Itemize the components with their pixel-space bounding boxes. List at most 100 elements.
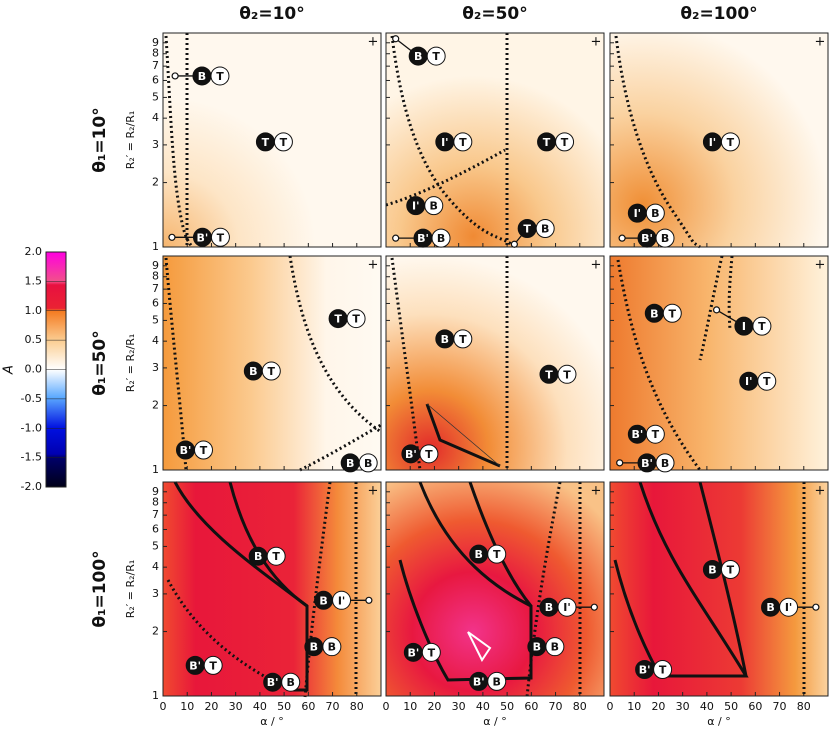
state-right-badge bbox=[281, 672, 301, 692]
state-right-badge bbox=[424, 196, 444, 216]
colorbar-tick-label: 0.5 bbox=[25, 333, 43, 346]
state-left: B' bbox=[639, 663, 651, 676]
x-tick-label: 40 bbox=[476, 700, 490, 713]
y-tick-label: 9 bbox=[152, 36, 159, 49]
state-label: B I' bbox=[539, 597, 577, 617]
state-label: B' B bbox=[413, 228, 451, 248]
colorbar-label: A bbox=[2, 365, 17, 375]
column-title: θ₂=100° bbox=[680, 4, 757, 24]
panel-frame bbox=[385, 255, 605, 471]
y-tick-label: 1 bbox=[152, 689, 159, 702]
corner-mark: + bbox=[591, 35, 602, 50]
state-right: T bbox=[763, 375, 771, 388]
x-tick-label: 40 bbox=[700, 700, 714, 713]
colorbar-tick-label: 1.5 bbox=[25, 274, 43, 287]
state-label: B' B bbox=[637, 453, 675, 473]
colorbar-tick-label: -0.5 bbox=[21, 392, 42, 405]
state-left: B bbox=[475, 548, 483, 561]
state-right-badge bbox=[720, 560, 740, 580]
y-axis-label: R₂′ = R₂/R₁ bbox=[124, 560, 137, 619]
state-right: B bbox=[661, 232, 669, 245]
state-left: T bbox=[543, 136, 551, 149]
state-right: T bbox=[200, 444, 208, 457]
state-right-badge bbox=[431, 228, 451, 248]
corner-mark: + bbox=[368, 35, 379, 50]
pointer-marker bbox=[392, 35, 400, 43]
pointer-marker bbox=[590, 603, 598, 611]
state-right-badge bbox=[346, 309, 366, 329]
state-left: B' bbox=[631, 428, 643, 441]
state-right: B bbox=[437, 232, 445, 245]
state-right-badge bbox=[193, 440, 213, 460]
state-left: B bbox=[319, 594, 327, 607]
x-tick-label: 50 bbox=[277, 700, 291, 713]
y-axis-label: R₂′ = R₂/R₁ bbox=[124, 111, 137, 170]
state-left: B' bbox=[473, 675, 485, 688]
state-right: T bbox=[217, 231, 225, 244]
state-right-badge bbox=[453, 132, 473, 152]
pointer-marker bbox=[392, 234, 400, 242]
state-right-badge bbox=[752, 316, 772, 336]
y-tick-label: 7 bbox=[152, 282, 159, 295]
state-right: T bbox=[216, 70, 224, 83]
state-right: T bbox=[727, 564, 735, 577]
state-left: B' bbox=[417, 232, 429, 245]
x-tick-label: 40 bbox=[253, 700, 267, 713]
state-right: B bbox=[541, 223, 549, 236]
pointer-marker bbox=[618, 234, 626, 242]
state-left: I' bbox=[441, 136, 448, 149]
y-tick-label: 7 bbox=[152, 59, 159, 72]
colorbar-tick-label: 2.0 bbox=[25, 245, 43, 258]
state-right: B bbox=[430, 200, 438, 213]
corner-mark: + bbox=[815, 258, 826, 273]
state-label: B' B bbox=[469, 671, 507, 691]
y-axis-label: R₂′ = R₂/R₁ bbox=[124, 334, 137, 393]
state-label: B' T bbox=[401, 444, 439, 464]
state-left: B bbox=[346, 457, 354, 470]
state-right: B bbox=[364, 457, 372, 470]
colorbar-tick-label: -2.0 bbox=[21, 480, 42, 493]
pointer-marker bbox=[616, 459, 624, 467]
corner-mark: + bbox=[368, 258, 379, 273]
state-left: B' bbox=[197, 231, 209, 244]
x-tick-label: 50 bbox=[500, 700, 514, 713]
state-right: T bbox=[561, 136, 569, 149]
state-right: T bbox=[459, 333, 467, 346]
pointer-marker bbox=[168, 233, 176, 241]
state-right-badge bbox=[555, 132, 575, 152]
y-tick-label: 6 bbox=[152, 73, 159, 86]
state-label: I' T bbox=[435, 132, 473, 152]
state-right-badge bbox=[358, 453, 378, 473]
state-right: T bbox=[209, 659, 217, 672]
pointer-marker bbox=[812, 603, 820, 611]
x-tick-label: 80 bbox=[350, 700, 364, 713]
state-right: B bbox=[661, 457, 669, 470]
y-tick-label: 3 bbox=[152, 587, 159, 600]
state-right-badge bbox=[662, 303, 682, 323]
state-right: T bbox=[669, 307, 677, 320]
state-left: T bbox=[262, 136, 270, 149]
state-right: T bbox=[428, 646, 436, 659]
x-tick-label: 0 bbox=[160, 700, 167, 713]
state-right-badge bbox=[720, 132, 740, 152]
overlay: θ₂=10° θ₂=50° θ₂=100° θ₁=10° θ₁=50° θ₁=100° +1… bbox=[2, 4, 829, 728]
state-label: I' B bbox=[406, 196, 444, 216]
state-right: T bbox=[272, 550, 280, 563]
x-tick-label: 30 bbox=[676, 700, 690, 713]
state-right-badge bbox=[419, 444, 439, 464]
x-tick-label: 70 bbox=[773, 700, 787, 713]
state-label: B' T bbox=[403, 642, 441, 662]
state-left: B bbox=[708, 564, 716, 577]
column-title: θ₂=10° bbox=[239, 4, 305, 24]
state-right-badge bbox=[757, 371, 777, 391]
y-tick-label: 4 bbox=[152, 334, 159, 347]
state-left: B bbox=[249, 365, 257, 378]
